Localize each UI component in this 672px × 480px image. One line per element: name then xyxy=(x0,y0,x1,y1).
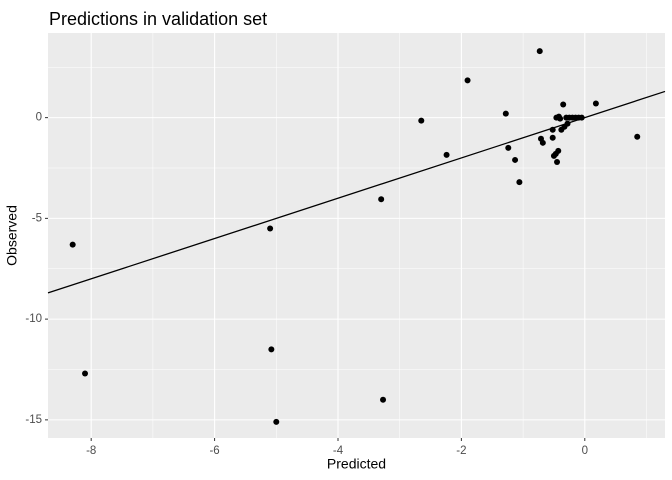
data-point xyxy=(273,418,280,425)
data-point xyxy=(560,101,567,108)
data-point xyxy=(564,120,571,127)
grid-minor xyxy=(48,33,665,438)
x-axis-ticks: -8 -6 -4 -2 0 xyxy=(86,438,588,457)
y-axis-ticks: -15 -10 -5 0 xyxy=(25,112,48,426)
data-point xyxy=(536,48,543,55)
data-point xyxy=(380,396,387,403)
data-point xyxy=(549,126,556,133)
data-point xyxy=(267,225,274,232)
data-point xyxy=(69,241,76,248)
data-point xyxy=(82,370,89,377)
x-tick-label: -8 xyxy=(86,445,96,457)
data-point xyxy=(443,151,450,158)
data-point xyxy=(555,147,562,154)
data-point xyxy=(505,144,512,151)
data-point xyxy=(549,134,556,141)
data-point xyxy=(516,179,523,186)
data-point xyxy=(268,346,275,353)
y-tick-label: -10 xyxy=(25,313,42,325)
y-tick-label: 0 xyxy=(36,112,42,124)
data-point xyxy=(634,133,641,140)
x-axis-title: Predicted xyxy=(327,456,386,472)
data-point xyxy=(378,196,385,203)
chart-title: Predictions in validation set xyxy=(49,9,267,29)
data-point xyxy=(539,139,546,146)
data-point xyxy=(502,110,509,117)
data-point xyxy=(557,115,564,122)
data-points xyxy=(69,48,641,425)
x-tick-label: -4 xyxy=(333,445,344,457)
y-tick-label: -15 xyxy=(25,414,42,426)
x-tick-label: -6 xyxy=(209,445,219,457)
data-point xyxy=(512,156,519,163)
data-point xyxy=(464,77,471,84)
data-point xyxy=(418,117,425,124)
data-point xyxy=(592,100,599,107)
data-point xyxy=(578,114,585,121)
data-point xyxy=(554,158,561,165)
y-tick-label: -5 xyxy=(32,212,42,224)
grid-major xyxy=(48,33,665,438)
x-tick-label: -2 xyxy=(456,445,466,457)
plot-panel xyxy=(48,33,665,438)
y-axis-title: Observed xyxy=(4,205,20,266)
x-tick-label: 0 xyxy=(582,445,588,457)
